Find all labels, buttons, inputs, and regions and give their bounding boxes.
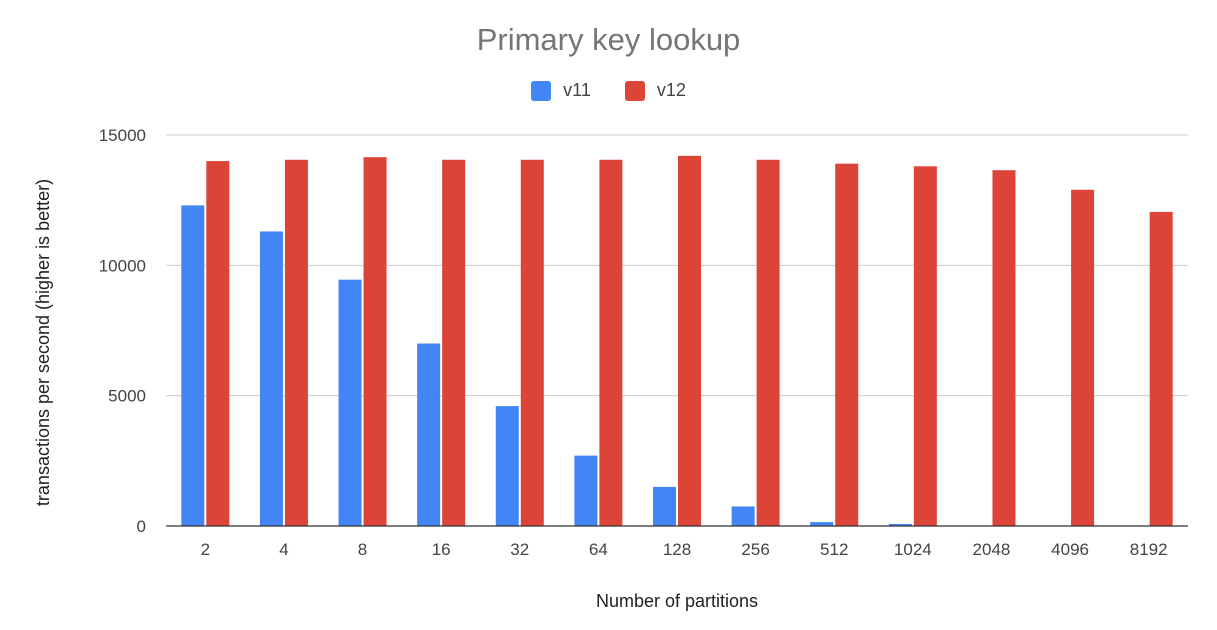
y-tick-label: 5000 — [108, 387, 146, 406]
bar-v12-64 — [599, 159, 623, 526]
bar-v12-4096 — [1071, 189, 1095, 527]
legend-swatch-v12 — [624, 80, 645, 101]
x-tick-label: 8 — [358, 540, 367, 559]
gridlines — [166, 134, 1188, 397]
bars — [181, 155, 1173, 527]
x-tick-label: 2048 — [973, 540, 1011, 559]
x-tick-label: 128 — [663, 540, 691, 559]
x-tick-labels: 2 4 8 16 32 64 128 256 512 1024 2048 4096 8192 — [201, 540, 1168, 559]
x-tick-label: 512 — [820, 540, 848, 559]
bar-v11-128 — [653, 486, 676, 526]
y-tick-label: 15000 — [99, 126, 146, 145]
bar-v11-512 — [810, 522, 834, 526]
bar-v11-256 — [731, 506, 755, 526]
bar-v12-512 — [835, 163, 859, 526]
x-tick-label: 64 — [589, 540, 608, 559]
legend-item-v12: v12 — [624, 80, 686, 101]
legend-item-v11: v11 — [531, 80, 591, 101]
legend: v11 v12 — [0, 80, 1217, 101]
y-tick-label: 0 — [137, 517, 146, 536]
bar-v12-16 — [442, 159, 466, 526]
x-tick-label: 256 — [741, 540, 769, 559]
x-tick-label: 4 — [279, 540, 288, 559]
chart-title: Primary key lookup — [476, 22, 741, 57]
x-axis-label: Number of partitions — [596, 591, 758, 611]
bar-v11-4 — [259, 231, 283, 527]
bar-v11-8 — [338, 279, 362, 526]
bar-v11-1024 — [888, 523, 912, 526]
bar-v12-4 — [284, 159, 308, 526]
bar-v12-256 — [756, 159, 780, 526]
legend-label-v11: v11 — [563, 80, 591, 100]
legend-swatch-v11 — [531, 80, 552, 101]
bar-v12-32 — [520, 159, 544, 526]
x-tick-label: 16 — [432, 540, 451, 559]
bar-v11-16 — [417, 343, 441, 526]
bar-v12-1024 — [913, 166, 937, 526]
bar-v11-32 — [495, 406, 519, 526]
x-tick-label: 4096 — [1051, 540, 1089, 559]
y-tick-label: 10000 — [99, 256, 146, 275]
x-tick-label: 1024 — [894, 540, 932, 559]
bar-v12-8192 — [1149, 211, 1173, 526]
bar-v12-2 — [206, 161, 230, 527]
x-tick-label: 8192 — [1130, 540, 1168, 559]
legend-label-v12: v12 — [656, 80, 686, 100]
bar-v12-128 — [678, 155, 701, 526]
x-tick-label: 2 — [201, 540, 210, 559]
bar-v11-2 — [181, 205, 205, 526]
y-tick-labels: 0 5000 10000 15000 — [99, 126, 146, 536]
bar-v12-8 — [363, 157, 387, 526]
bar-v12-2048 — [992, 170, 1016, 526]
x-tick-label: 32 — [510, 540, 529, 559]
bar-v11-64 — [574, 455, 598, 526]
y-axis-label: transactions per second (higher is bette… — [33, 179, 53, 506]
